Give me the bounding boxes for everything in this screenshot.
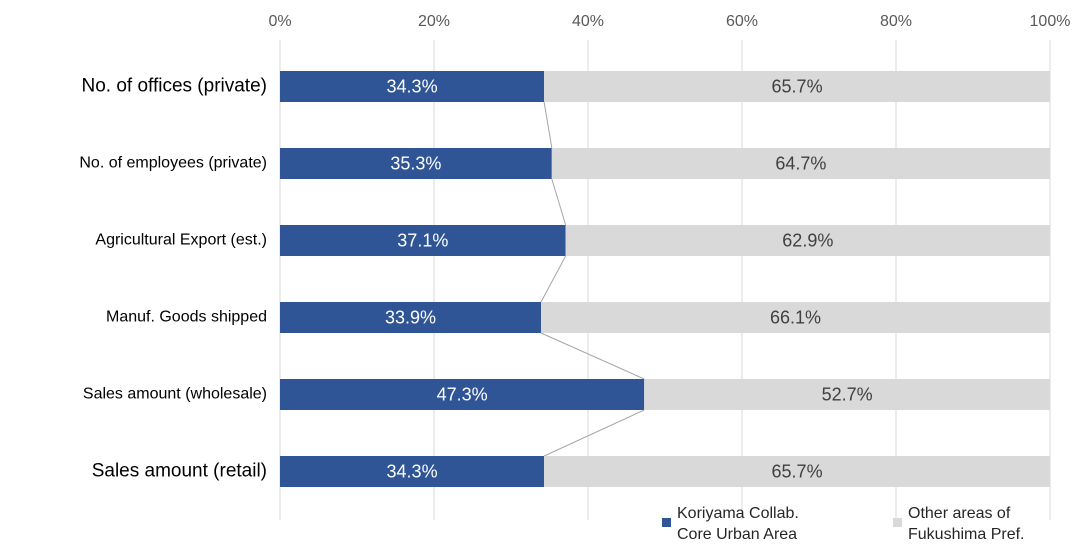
legend-swatch [662,518,671,527]
x-tick-label: 80% [880,13,912,30]
data-label: 33.9% [385,307,436,327]
y-tick-label: Sales amount (retail) [92,461,267,482]
legend-label: Koriyama Collab. Core Urban Area [677,505,799,543]
data-label: 34.3% [387,76,438,96]
bar-segment [280,302,542,333]
bar-segment [644,379,1050,410]
x-tick-label: 0% [268,13,291,30]
x-tick-label: 60% [726,13,758,30]
bar-segment [544,71,1050,102]
series-line [540,332,645,380]
y-tick-label: Manuf. Goods shipped [106,309,267,326]
bar-segment [280,148,552,179]
data-label: 66.1% [770,307,821,327]
series-line [551,178,567,226]
y-tick-label: No. of employees (private) [79,155,267,172]
bar-segment [280,225,566,256]
x-tick-label: 100% [1030,13,1071,30]
legend-label: Other areas of Fukushima Pref. [908,505,1025,543]
bar-segment [551,148,1050,179]
data-label: 62.9% [782,230,833,250]
bar-segment [565,225,1050,256]
data-label: 65.7% [772,461,823,481]
data-label: 64.7% [775,153,826,173]
bar-segment [280,456,545,487]
bar-segment [541,302,1050,333]
y-tick-label: No. of offices (private) [81,76,267,97]
bar-segment [280,379,645,410]
x-tick-label: 40% [572,13,604,30]
bar-segment [280,71,545,102]
series-line [540,255,567,303]
data-label: 65.7% [772,76,823,96]
data-label: 34.3% [387,461,438,481]
series-line [543,409,645,457]
y-tick-label: Agricultural Export (est.) [95,232,267,249]
data-label: 52.7% [822,384,873,404]
y-tick-label: Sales amount (wholesale) [83,386,267,403]
legend-swatch [893,518,902,527]
series-line [543,101,553,149]
data-label: 35.3% [390,153,441,173]
x-tick-label: 20% [418,13,450,30]
data-label: 47.3% [437,384,488,404]
bar-segment [544,456,1050,487]
data-label: 37.1% [397,230,448,250]
